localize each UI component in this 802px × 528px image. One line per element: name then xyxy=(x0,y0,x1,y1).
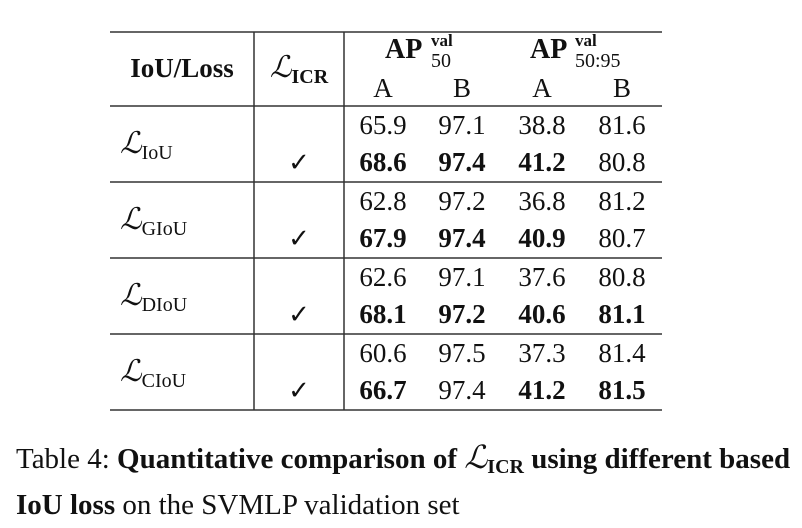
cell-ap5095-b: 81.5 xyxy=(598,375,645,405)
caption-bold-part1: Quantitative comparison of xyxy=(117,443,465,475)
loss-symbol: ℒ xyxy=(120,127,143,160)
cell-ap5095-a: 38.8 xyxy=(518,110,565,140)
caption-loss-subscript: ICR xyxy=(487,456,524,478)
ap50-label: AP xyxy=(385,34,422,65)
row-loss-label: ℒIoU xyxy=(120,127,173,164)
loss-symbol: ℒ xyxy=(270,51,293,84)
table-rules xyxy=(110,31,662,411)
subheader-ap5095-a: A xyxy=(532,73,552,103)
row-loss-label: ℒDIoU xyxy=(120,279,188,316)
header-icr-loss: ℒICR xyxy=(270,51,329,88)
loss-subscript: GIoU xyxy=(142,218,188,240)
cell-ap5095-a: 40.9 xyxy=(518,223,565,253)
cell-ap50-a: 67.9 xyxy=(359,223,406,253)
loss-subscript: ICR xyxy=(291,66,328,88)
loss-subscript: CIoU xyxy=(142,370,187,392)
cell-ap5095-a: 41.2 xyxy=(518,375,565,405)
loss-symbol: ℒ xyxy=(120,203,143,236)
cell-ap50-a: 62.6 xyxy=(359,262,406,292)
cell-ap50-b: 97.2 xyxy=(438,299,485,329)
loss-symbol: ℒ xyxy=(120,279,143,312)
table-group: ℒCIoU 60.6 97.5 37.3 81.4 ✓ 66.7 97.4 41.2 81.5 xyxy=(120,338,646,406)
ap5095-subscript: 50:95 xyxy=(575,50,621,72)
header-iou-loss: IoU/Loss xyxy=(130,53,234,83)
cell-ap5095-a: 36.8 xyxy=(518,186,565,216)
cell-ap5095-b: 81.2 xyxy=(598,186,645,216)
cell-ap50-b: 97.5 xyxy=(438,338,485,368)
cell-ap5095-b: 80.8 xyxy=(598,262,645,292)
cell-ap50-a: 65.9 xyxy=(359,110,406,140)
loss-symbol: ℒ xyxy=(120,355,143,388)
table-header: IoU/Loss ℒICR AP val 50 AP val 50:95 A B… xyxy=(130,31,631,103)
cell-ap50-b: 97.2 xyxy=(438,186,485,216)
caption-rest: on the SVMLP validation set xyxy=(115,489,460,521)
loss-subscript: DIoU xyxy=(142,294,188,316)
cell-ap50-b: 97.4 xyxy=(438,375,486,405)
table-caption: Table 4: Quantitative comparison of ℒICR… xyxy=(16,438,796,524)
cell-ap5095-b: 80.7 xyxy=(598,223,645,253)
results-table: IoU/Loss ℒICR AP val 50 AP val 50:95 A B… xyxy=(110,31,662,411)
icr-check-icon: ✓ xyxy=(288,224,310,254)
row-loss-label: ℒCIoU xyxy=(120,355,187,392)
subheader-ap50-a: A xyxy=(373,73,393,103)
header-ap50: AP val xyxy=(385,31,453,65)
cell-ap50-b: 97.1 xyxy=(438,262,485,292)
cell-ap5095-b: 81.6 xyxy=(598,110,645,140)
cell-ap5095-a: 37.6 xyxy=(518,262,565,292)
caption-prefix: Table 4: xyxy=(16,443,118,475)
icr-check-icon: ✓ xyxy=(288,376,310,406)
caption-loss-symbol: ℒ xyxy=(464,439,488,475)
table-group: ℒDIoU 62.6 97.1 37.6 80.8 ✓ 68.1 97.2 40.6 81.1 xyxy=(120,262,646,330)
ap5095-label: AP xyxy=(530,34,567,65)
cell-ap5095-a: 40.6 xyxy=(518,299,565,329)
icr-check-icon: ✓ xyxy=(288,148,310,178)
cell-ap50-a: 60.6 xyxy=(359,338,406,368)
icr-check-icon: ✓ xyxy=(288,300,310,330)
cell-ap5095-a: 41.2 xyxy=(518,147,565,177)
header-ap5095: AP val xyxy=(530,31,597,65)
cell-ap5095-b: 81.4 xyxy=(598,338,646,368)
cell-ap50-a: 62.8 xyxy=(359,186,406,216)
ap50-superscript: val xyxy=(431,31,453,50)
table-group: ℒGIoU 62.8 97.2 36.8 81.2 ✓ 67.9 97.4 40.9 80.7 xyxy=(120,186,646,254)
cell-ap50-a: 66.7 xyxy=(359,375,406,405)
cell-ap50-b: 97.4 xyxy=(438,223,485,253)
cell-ap5095-a: 37.3 xyxy=(518,338,565,368)
subheader-ap5095-b: B xyxy=(613,73,631,103)
caption-bold-part2: using different based IoU loss xyxy=(16,443,791,521)
cell-ap50-b: 97.4 xyxy=(438,147,485,177)
cell-ap5095-b: 81.1 xyxy=(598,299,645,329)
cell-ap50-a: 68.6 xyxy=(359,147,406,177)
cell-ap50-a: 68.1 xyxy=(359,299,406,329)
loss-subscript: IoU xyxy=(142,142,174,164)
ap5095-superscript: val xyxy=(575,31,597,50)
cell-ap50-b: 97.1 xyxy=(438,110,485,140)
row-loss-label: ℒGIoU xyxy=(120,203,188,240)
cell-ap5095-b: 80.8 xyxy=(598,147,645,177)
subheader-ap50-b: B xyxy=(453,73,471,103)
table-group: ℒIoU 65.9 97.1 38.8 81.6 ✓ 68.6 97.4 41.2 80.8 xyxy=(120,110,646,178)
ap50-subscript: 50 xyxy=(431,50,451,72)
